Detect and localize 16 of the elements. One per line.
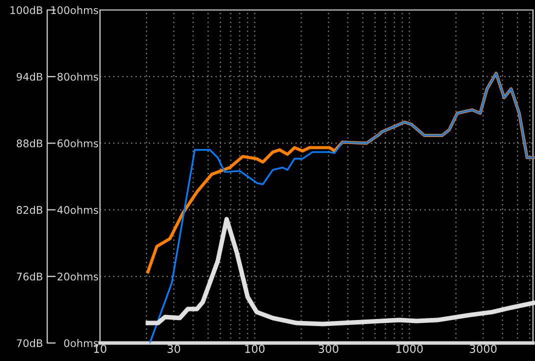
- x-tick-label: 1000: [396, 344, 423, 353]
- y-tick-label: 94dB: [16, 72, 42, 81]
- y2-tick-label: 80ohms: [58, 72, 98, 81]
- x-tick-label: 3000: [470, 344, 497, 353]
- y2-tick-label: 100ohms: [51, 6, 98, 14]
- x-tick-label: 300: [318, 344, 338, 353]
- y2-tick-label: 40ohms: [57, 206, 98, 214]
- y-tick-label: 76dB: [16, 272, 42, 281]
- y2-tick-label: 20ohms: [58, 272, 98, 281]
- x-tick-label: 100: [245, 344, 265, 353]
- y2-tick-label: 60ohms: [58, 139, 98, 148]
- y-tick-label: 100dB: [10, 6, 42, 14]
- y-tick-label: 88dB: [16, 139, 42, 148]
- y-tick-label: 70dB: [16, 339, 42, 348]
- x-tick-label: 30: [168, 344, 180, 353]
- y-tick-label: 82dB: [16, 206, 42, 214]
